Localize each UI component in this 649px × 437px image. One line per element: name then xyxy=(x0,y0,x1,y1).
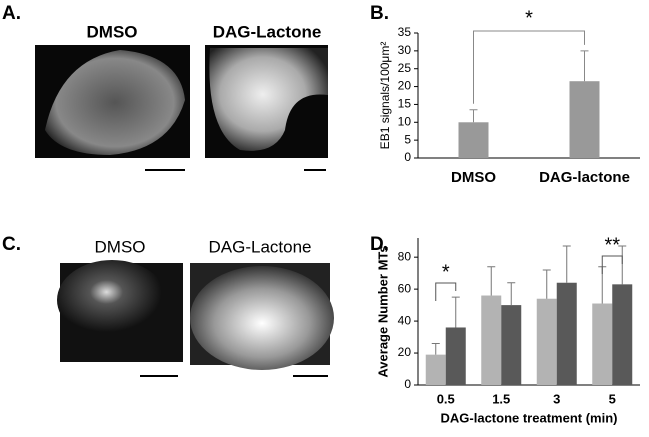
annotation: * xyxy=(442,261,450,283)
y-tick-label: 20 xyxy=(398,79,412,93)
cell xyxy=(190,266,334,370)
annotation: * xyxy=(525,7,533,29)
bar xyxy=(592,303,613,385)
bar xyxy=(481,295,502,385)
cell xyxy=(45,50,185,155)
x-tick-label: 0.5 xyxy=(437,391,455,406)
image-label: DMSO xyxy=(87,22,138,41)
panel-label: D. xyxy=(370,234,389,255)
x-tick-label: DMSO xyxy=(451,169,496,186)
error-bar xyxy=(469,109,478,123)
error-bar xyxy=(507,282,516,306)
y-tick-label: 0 xyxy=(404,377,411,391)
annotation: ** xyxy=(604,234,620,256)
error-bar xyxy=(562,245,571,283)
image-label: DAG-Lactone xyxy=(209,237,312,256)
y-tick-label: 60 xyxy=(398,281,412,295)
error-bar xyxy=(487,266,496,296)
cell xyxy=(209,48,328,151)
x-tick-label: 1.5 xyxy=(492,391,510,406)
error-bar xyxy=(542,269,551,299)
y-axis-label: Average Number MTs xyxy=(375,245,390,377)
bar xyxy=(569,81,600,158)
error-bar xyxy=(431,342,440,355)
cell xyxy=(57,260,167,340)
error-bar xyxy=(451,296,460,328)
significance-bracket xyxy=(435,282,457,301)
y-tick-label: 30 xyxy=(398,43,412,57)
y-tick-label: 80 xyxy=(398,249,412,263)
bar xyxy=(445,327,466,385)
panel-label: A. xyxy=(2,3,21,24)
image-label: DMSO xyxy=(95,237,146,256)
y-tick-label: 5 xyxy=(404,132,411,146)
bar xyxy=(556,282,577,385)
bar xyxy=(425,354,446,385)
x-axis-label: DAG-lactone treatment (min) xyxy=(441,410,618,425)
x-tick-label: 5 xyxy=(609,391,616,406)
error-bar xyxy=(618,245,627,285)
bar xyxy=(536,298,557,385)
x-tick-label: 3 xyxy=(553,391,560,406)
significance-bracket xyxy=(601,255,623,274)
x-tick-label: DAG-lactone xyxy=(539,169,630,186)
y-tick-label: 0 xyxy=(404,150,411,164)
y-tick-label: 40 xyxy=(398,313,412,327)
y-tick-label: 35 xyxy=(398,25,412,39)
y-tick-label: 20 xyxy=(398,345,412,359)
image-label: DAG-Lactone xyxy=(213,22,322,41)
y-tick-label: 10 xyxy=(398,114,412,128)
error-bar xyxy=(580,50,589,82)
bar xyxy=(458,122,489,158)
bar xyxy=(612,284,633,385)
panel-label: C. xyxy=(2,234,21,255)
y-tick-label: 25 xyxy=(398,61,412,75)
y-tick-label: 15 xyxy=(398,97,412,111)
bar xyxy=(501,305,522,385)
panel-label: B. xyxy=(370,3,389,24)
significance-bracket xyxy=(473,30,585,104)
y-axis-label: EB1 signals/100μm² xyxy=(378,42,392,150)
